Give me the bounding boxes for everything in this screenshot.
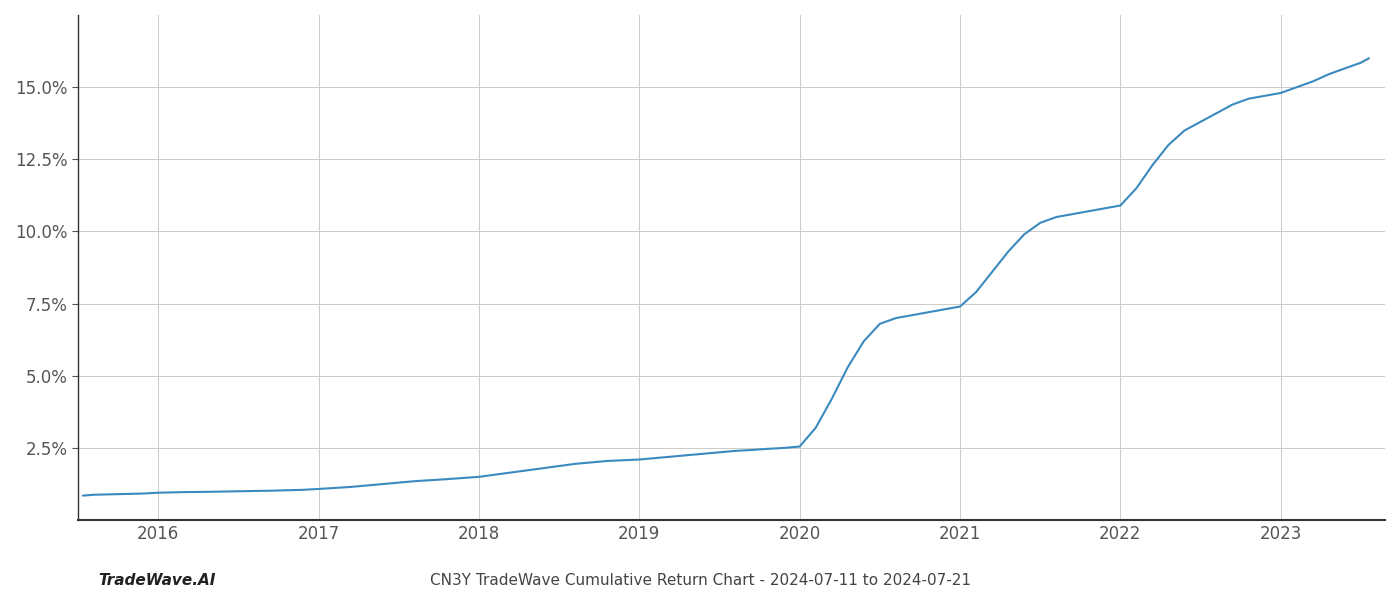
Text: TradeWave.AI: TradeWave.AI	[98, 573, 216, 588]
Text: CN3Y TradeWave Cumulative Return Chart - 2024-07-11 to 2024-07-21: CN3Y TradeWave Cumulative Return Chart -…	[430, 573, 970, 588]
